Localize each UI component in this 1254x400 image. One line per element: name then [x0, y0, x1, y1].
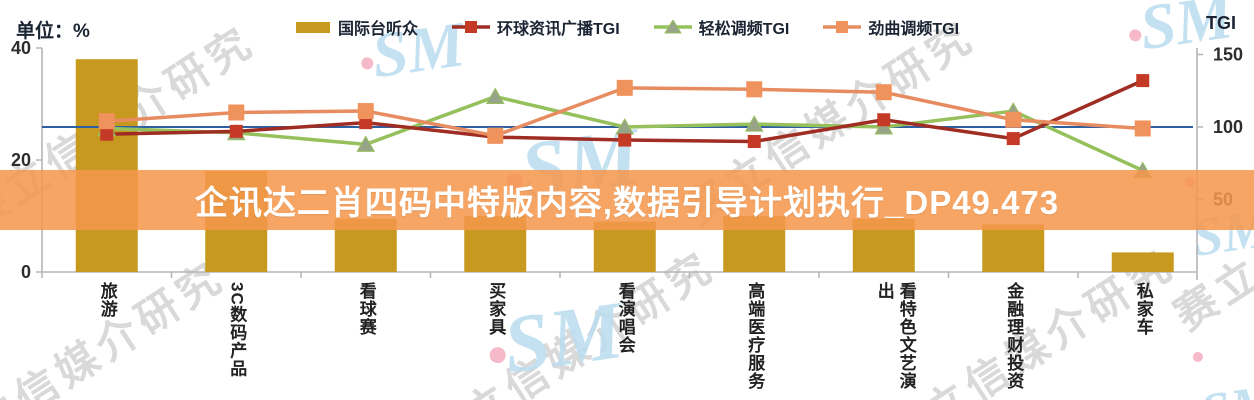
line-square-swatch-icon	[823, 21, 862, 33]
marker-劲曲调频TGI	[228, 104, 245, 121]
marker-劲曲调频TGI	[1005, 111, 1022, 128]
legend-label: 国际台听众	[337, 21, 418, 38]
left-axis-tick-label: 0	[21, 262, 31, 282]
category-label-看演唱会: 看演唱会	[615, 282, 635, 354]
legend-item-red-line: 环球资讯广播TGI	[452, 15, 620, 39]
marker-轻松调频TGI	[485, 87, 505, 105]
legend-item-green-line: 轻松调频TGI	[653, 15, 790, 39]
legend-item-bar-series: 国际台听众	[295, 15, 418, 39]
marker-劲曲调频TGI	[875, 84, 892, 101]
category-label-私家车: 私家车	[1133, 282, 1153, 336]
ad-banner-text: 企讯达二肖四码中特版内容,数据引导计划执行_DP49.473	[194, 184, 1060, 221]
marker-环球资讯广播TGI	[877, 113, 891, 127]
right-axis-title: TGI	[1206, 13, 1236, 33]
bar-私家车	[1111, 252, 1174, 272]
left-axis-unit-label: 单位：%	[16, 21, 90, 42]
category-label-看球赛: 看球赛	[356, 282, 376, 336]
bar-旅游	[75, 59, 138, 273]
marker-劲曲调频TGI	[487, 127, 504, 144]
marker-轻松调频TGI	[874, 117, 894, 135]
legend: 国际台听众 环球资讯广播TGI 轻松调频TGI 劲曲调频TGI	[0, 15, 1254, 39]
category-label-3C数码产品: 3C数码产品	[227, 282, 247, 378]
marker-环球资讯广播TGI	[1006, 132, 1020, 146]
category-label-看特色文艺演出: 看特色文艺演出	[874, 282, 916, 390]
line-square-swatch-icon	[452, 21, 490, 33]
left-axis-tick-label: 40	[11, 38, 31, 58]
category-label-旅游: 旅游	[97, 282, 117, 318]
legend-item-orange-line: 劲曲调频TGI	[823, 15, 959, 39]
left-axis-tick-label: 20	[11, 150, 31, 170]
right-axis-tick-label: 100	[1213, 117, 1243, 137]
marker-劲曲调频TGI	[357, 103, 374, 120]
ad-banner-overlay[interactable]: 企讯达二肖四码中特版内容,数据引导计划执行_DP49.473	[0, 170, 1254, 230]
category-label-买家具: 买家具	[486, 282, 506, 336]
legend-label: 环球资讯广播TGI	[497, 21, 620, 38]
marker-劲曲调频TGI	[746, 81, 763, 98]
marker-劲曲调频TGI	[1134, 120, 1151, 137]
category-label-高端医疗服务: 高端医疗服务	[745, 282, 765, 390]
marker-轻松调频TGI	[744, 115, 764, 132]
category-label-金融理财投资: 金融理财投资	[1004, 282, 1024, 390]
marker-劲曲调频TGI	[616, 79, 633, 96]
marker-环球资讯广播TGI	[747, 135, 761, 148]
right-axis-tick-label: 150	[1213, 45, 1243, 65]
legend-label: 轻松调频TGI	[698, 21, 790, 38]
legend-label: 劲曲调频TGI	[868, 21, 960, 38]
line-triangle-swatch-icon	[653, 20, 692, 34]
marker-环球资讯广播TGI	[100, 127, 114, 141]
bar-金融理财投资	[982, 224, 1045, 272]
marker-环球资讯广播TGI	[1136, 74, 1150, 88]
marker-环球资讯广播TGI	[359, 116, 373, 130]
bar-看演唱会	[593, 221, 656, 272]
bar-swatch-icon	[295, 22, 330, 33]
marker-环球资讯广播TGI	[618, 133, 632, 147]
marker-劲曲调频TGI	[98, 113, 115, 130]
marker-环球资讯广播TGI	[229, 124, 243, 138]
marker-轻松调频TGI	[356, 135, 376, 152]
